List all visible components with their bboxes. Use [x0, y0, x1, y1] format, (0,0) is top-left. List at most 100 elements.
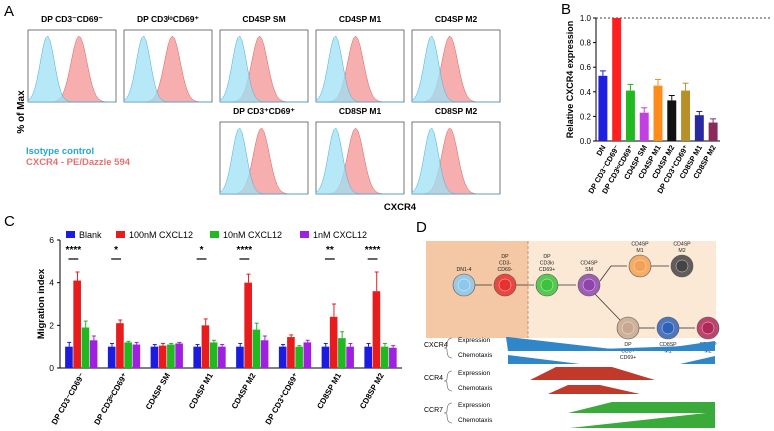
cell-label: CD3lo [540, 261, 555, 267]
c-bar [364, 346, 373, 368]
b-bar [694, 115, 704, 141]
cell-label: CD4SP [580, 261, 598, 267]
b-y-tick-label: 0.8 [580, 39, 592, 48]
panel-d-schematic: DN1-4DPCD3-CD69-DPCD3loCD69+CD4SPSMCD4SP… [424, 241, 720, 428]
c-bar [167, 344, 175, 368]
ccr4-expression-shape [530, 367, 655, 380]
c-y-tick-label: 6 [49, 235, 54, 245]
c-legend-swatch [210, 231, 219, 238]
cell-label: CD3- [499, 261, 511, 267]
c-bar [116, 323, 124, 368]
c-significance: * [114, 245, 118, 256]
c-y-tick-label: 0 [49, 363, 54, 373]
cell-label: DP [624, 342, 632, 348]
histogram-title: DP CD3⁺CD69⁺ [233, 106, 295, 116]
c-bar [150, 346, 159, 368]
b-bar [653, 85, 663, 141]
cell-label: CD69+ [539, 267, 555, 273]
c-category-label: CD4SP M1 [187, 371, 215, 411]
c-bar [65, 346, 73, 368]
c-bar [380, 346, 389, 368]
receptor-row-expression: Expression [458, 370, 491, 377]
c-bar [303, 342, 312, 368]
b-bar [639, 112, 649, 141]
cell-label: M1 [636, 248, 643, 254]
c-bar [73, 280, 81, 368]
c-category-label: CD8SP M1 [315, 371, 343, 411]
c-bar [278, 346, 287, 368]
receptor-row-expression: Expression [458, 402, 491, 409]
c-bar [81, 327, 90, 368]
isotype-histogram-curve [219, 35, 308, 103]
histogram-title: CD8SP M1 [339, 106, 382, 116]
legend-cxcr4-stain: CXCR4 - PE/Dazzle 594 [26, 157, 131, 168]
cell-nucleus [457, 278, 471, 292]
b-bar [625, 90, 635, 141]
cell-label: CD8SP [659, 342, 677, 348]
lineage-arrow [599, 265, 627, 282]
b-bar [667, 100, 677, 141]
receptor-name: CCR7 [424, 407, 443, 414]
histogram-1: DP CD3ˡᵒCD69⁺ [123, 14, 213, 103]
c-significance: **** [237, 245, 253, 256]
c-bar [389, 347, 397, 368]
isotype-histogram-curve [219, 127, 308, 195]
c-bar [158, 345, 167, 368]
c-y-tick-label: 2 [49, 320, 54, 330]
histogram-title: CD4SP M2 [435, 14, 478, 24]
c-significance: **** [66, 245, 82, 256]
panel-b-chart: 0.0 0.2 0.4 0.6 0.8 1.0 Relative CXCR4 express… [565, 14, 770, 195]
cell-label: CD69+ [620, 355, 636, 361]
legend-isotype-control: Isotype control [26, 146, 94, 157]
c-category-label: CD4SP SM [144, 371, 172, 411]
c-bar [329, 316, 338, 368]
c-bar [287, 337, 295, 368]
c-bar [372, 291, 381, 368]
c-bar [209, 342, 218, 368]
b-y-tick-label: 0.0 [580, 137, 592, 146]
c-bar [236, 346, 244, 368]
c-bar [252, 329, 261, 368]
histogram-3: CD4SP M1 [315, 14, 405, 103]
receptor-name: CXCR4 [424, 342, 448, 349]
c-y-tick-label: 4 [49, 278, 54, 288]
c-category-label: DP CD3ˡᵒCD69⁺ [92, 372, 129, 427]
panel-c-label: C [4, 213, 15, 230]
isotype-histogram-curve [315, 127, 404, 195]
panel-a-label: A [4, 3, 14, 20]
c-bar [295, 346, 303, 368]
panel-a-y-label: % of Max [16, 90, 27, 134]
b-y-tick-label: 0.4 [580, 88, 592, 97]
c-legend-label: Blank [79, 230, 102, 240]
ccr7-chemotaxis-shape [570, 412, 715, 428]
b-category-label: DN [594, 144, 607, 158]
histogram-2: CD4SP SM [219, 14, 309, 103]
cell-label: CD4SP [673, 242, 691, 248]
histogram-title: CD4SP SM [242, 14, 285, 24]
cell-label: M2 [704, 349, 711, 355]
c-bar [201, 325, 210, 368]
cell-nucleus [540, 278, 554, 292]
panel-a-x-label: CXCR4 [384, 202, 417, 213]
receptor-row-chemotaxis: Chemotaxis [458, 352, 493, 359]
cxcr4-expression-rise [660, 341, 715, 349]
cell-nucleus [498, 278, 512, 292]
c-bar [321, 346, 330, 368]
cell-label: DP [543, 254, 551, 260]
ccr4-chemotaxis-shape [548, 385, 640, 394]
isotype-histogram-curve [123, 35, 212, 103]
c-bar [175, 343, 183, 368]
histogram-5: DP CD3⁺CD69⁺ [219, 106, 309, 195]
histogram-6: CD8SP M1 [315, 106, 405, 195]
b-y-tick-label: 1.0 [580, 14, 592, 23]
c-bar [107, 346, 116, 368]
cell-label: DP [501, 254, 509, 260]
c-bar [218, 346, 226, 368]
cell-nucleus [675, 259, 689, 273]
cell-label: M2 [678, 248, 685, 254]
c-legend-label: 1nM CXCL12 [313, 230, 367, 240]
b-bar [708, 122, 718, 141]
c-category-label: CD8SP M2 [358, 371, 386, 411]
panel-b-label: B [561, 1, 571, 18]
c-legend-label: 10nM CXCL12 [223, 230, 282, 240]
